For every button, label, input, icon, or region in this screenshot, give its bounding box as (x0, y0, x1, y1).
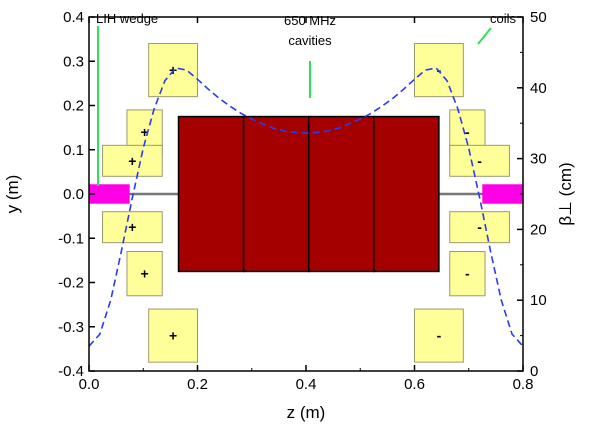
y-left-tick-label-0: -0.4 (58, 363, 84, 380)
cavity-cell-1 (242, 115, 310, 273)
cavity-cell-0 (177, 115, 245, 273)
x-tick-label-2: 0.4 (296, 376, 317, 393)
lih-wedge-label: LIH wedge (96, 11, 158, 26)
y-right-tick-label-0: 0 (530, 363, 538, 380)
coil-sign-11: - (437, 328, 442, 344)
coil-sign-7: - (465, 124, 470, 140)
y-left-tick-label-6: 0.2 (63, 98, 84, 115)
y-left-tick-label-3: -0.1 (58, 230, 84, 247)
coil-11 (414, 308, 464, 363)
y-left-tick-label-2: -0.2 (58, 275, 84, 292)
absorber-1 (482, 184, 523, 204)
x-tick-label-4: 0.8 (513, 376, 534, 393)
y-left-tick-label-7: 0.3 (63, 53, 84, 70)
y-right-tick-label-5: 50 (530, 9, 547, 26)
coil-10 (449, 251, 486, 297)
plot-content: ++++++------ (88, 43, 524, 363)
axis-ticks: 0.0 0.2 0.4 0.6 0.8-0.4-0.3-0.2-0.10.00.10.2… (58, 9, 547, 393)
coils-label: coils (490, 11, 517, 26)
annotations: LIH wedge 650 MHz cavities coils (96, 11, 517, 186)
right-axis-label: β⊥ (cm) (556, 162, 575, 225)
cavity-cell-2 (307, 115, 375, 273)
coil-2 (102, 144, 163, 177)
x-tick-label-0: 0.0 (79, 376, 100, 393)
coil-sign-2: + (128, 153, 136, 169)
y-right-tick-label-3: 30 (530, 151, 547, 168)
left-axis-label: y (m) (3, 175, 22, 214)
coil-sign-5: + (169, 328, 177, 344)
coil-sign-8: - (477, 153, 482, 169)
x-tick-label-1: 0.2 (187, 376, 208, 393)
coil-9 (449, 211, 510, 244)
cavity-cell-3 (373, 115, 440, 273)
coil-sign-9: - (477, 219, 482, 235)
y-right-tick-label-2: 20 (530, 221, 547, 238)
coil-3 (102, 211, 163, 244)
coil-5 (148, 308, 199, 363)
coil-sign-3: + (128, 219, 136, 235)
coil-8 (449, 144, 510, 177)
x-tick-label-3: 0.6 (404, 376, 425, 393)
y-left-tick-label-5: 0.1 (63, 142, 84, 159)
coil-sign-4: + (141, 266, 149, 282)
cavities-label-line1: 650 MHz (284, 13, 336, 28)
y-right-tick-label-4: 40 (530, 80, 547, 97)
y-left-tick-label-1: -0.3 (58, 319, 84, 336)
absorber-0 (89, 184, 130, 204)
y-left-tick-label-4: 0.0 (63, 186, 84, 203)
coils-pointer (477, 27, 492, 45)
x-axis-label: z (m) (287, 403, 326, 422)
y-left-tick-label-8: 0.4 (63, 9, 84, 26)
coil-sign-6: - (437, 62, 442, 78)
cavities-label-line2: cavities (288, 33, 332, 48)
beta-function-curve (88, 67, 524, 347)
coil-sign-10: - (465, 266, 470, 282)
coil-4 (126, 251, 163, 297)
coil-sign-1: + (141, 124, 149, 140)
y-right-tick-label-1: 10 (530, 292, 547, 309)
